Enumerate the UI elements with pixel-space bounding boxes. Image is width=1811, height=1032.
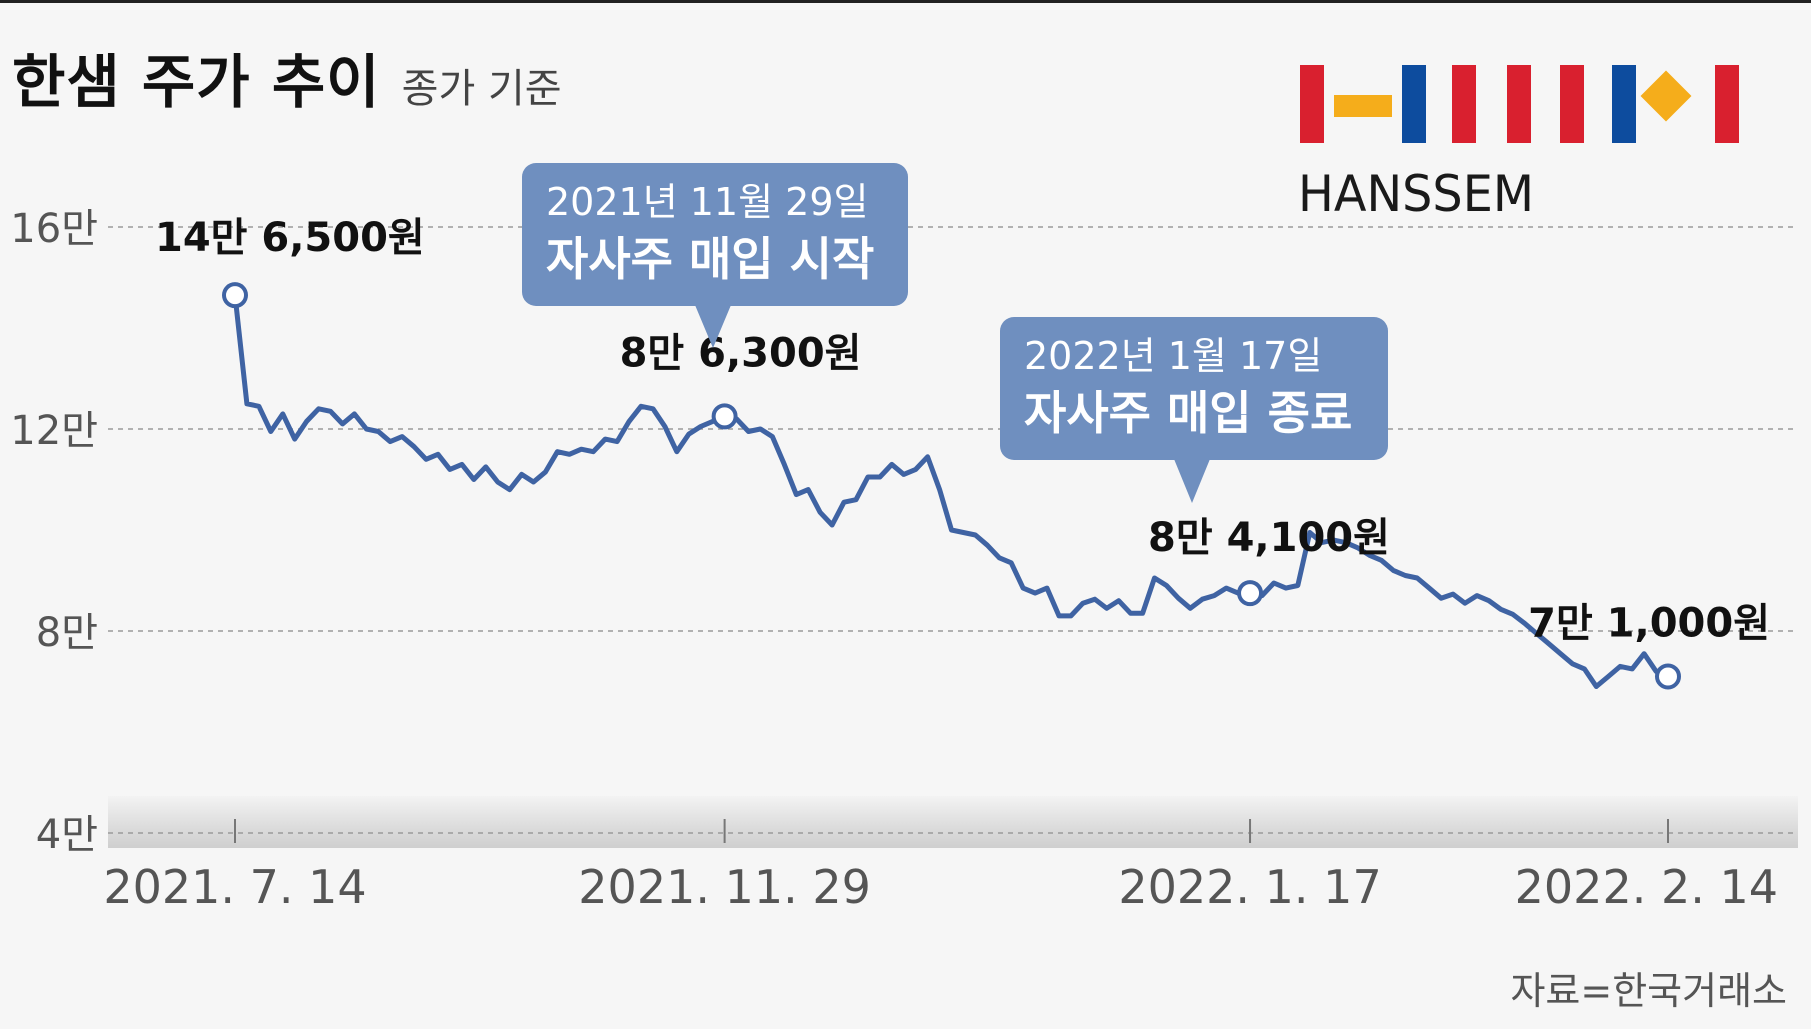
logo-bar-1	[1300, 65, 1324, 143]
x-tick-label: 2021. 7. 14	[103, 860, 366, 914]
logo-bar-4	[1507, 65, 1531, 143]
logo-wordmark: HANSSEM	[1298, 165, 1534, 223]
logo-diamond	[1640, 70, 1692, 122]
y-tick-label: 16만	[10, 206, 98, 252]
data-label: 7만 1,000원	[1528, 600, 1770, 646]
data-point-marker	[222, 282, 248, 309]
y-tick-label: 12만	[10, 408, 98, 454]
callout-text: 자사주 매입 시작	[546, 232, 874, 286]
chart-title: 한샘 주가 추이	[12, 48, 381, 116]
chart-subtitle: 종가 기준	[401, 66, 562, 112]
logo-bar-2	[1402, 65, 1426, 143]
line-chart: HANSSEM 4만 8만 12만 16만 2021. 7. 14 2021. 11. …	[10, 65, 1798, 914]
data-point-marker	[1237, 580, 1264, 607]
callout-date: 2022년 1월 17일	[1024, 334, 1322, 378]
hanssem-logo: HANSSEM	[1298, 65, 1739, 223]
series-line	[232, 292, 1671, 689]
data-label: 14만 6,500원	[155, 215, 425, 261]
data-label: 8만 6,300원	[620, 330, 862, 376]
logo-bar-5	[1560, 65, 1584, 143]
title-block: 한샘 주가 추이 종가 기준	[12, 35, 562, 119]
callout-pointer	[695, 305, 731, 348]
logo-bar-7	[1715, 65, 1739, 143]
y-tick-label: 4만	[36, 812, 98, 858]
x-tick-label: 2022. 2. 14	[1515, 860, 1778, 914]
callout-text: 자사주 매입 종료	[1024, 386, 1352, 440]
x-tick-label: 2022. 1. 17	[1118, 860, 1381, 914]
callout-box	[1000, 317, 1388, 460]
logo-dash	[1334, 95, 1392, 117]
data-label: 8만 4,100원	[1148, 515, 1390, 561]
callout-pointer	[1174, 459, 1210, 503]
x-tick-label: 2021. 11. 29	[578, 860, 871, 914]
logo-bar-3	[1452, 65, 1476, 143]
data-point-marker	[1655, 663, 1681, 690]
callout-date: 2021년 11월 29일	[546, 180, 868, 224]
y-tick-label: 8만	[36, 610, 98, 656]
data-source: 자료=한국거래소	[1510, 969, 1787, 1013]
callout-box	[522, 163, 908, 306]
data-point-marker	[711, 403, 738, 430]
logo-bar-6	[1612, 65, 1636, 143]
x-axis-band	[108, 796, 1798, 848]
